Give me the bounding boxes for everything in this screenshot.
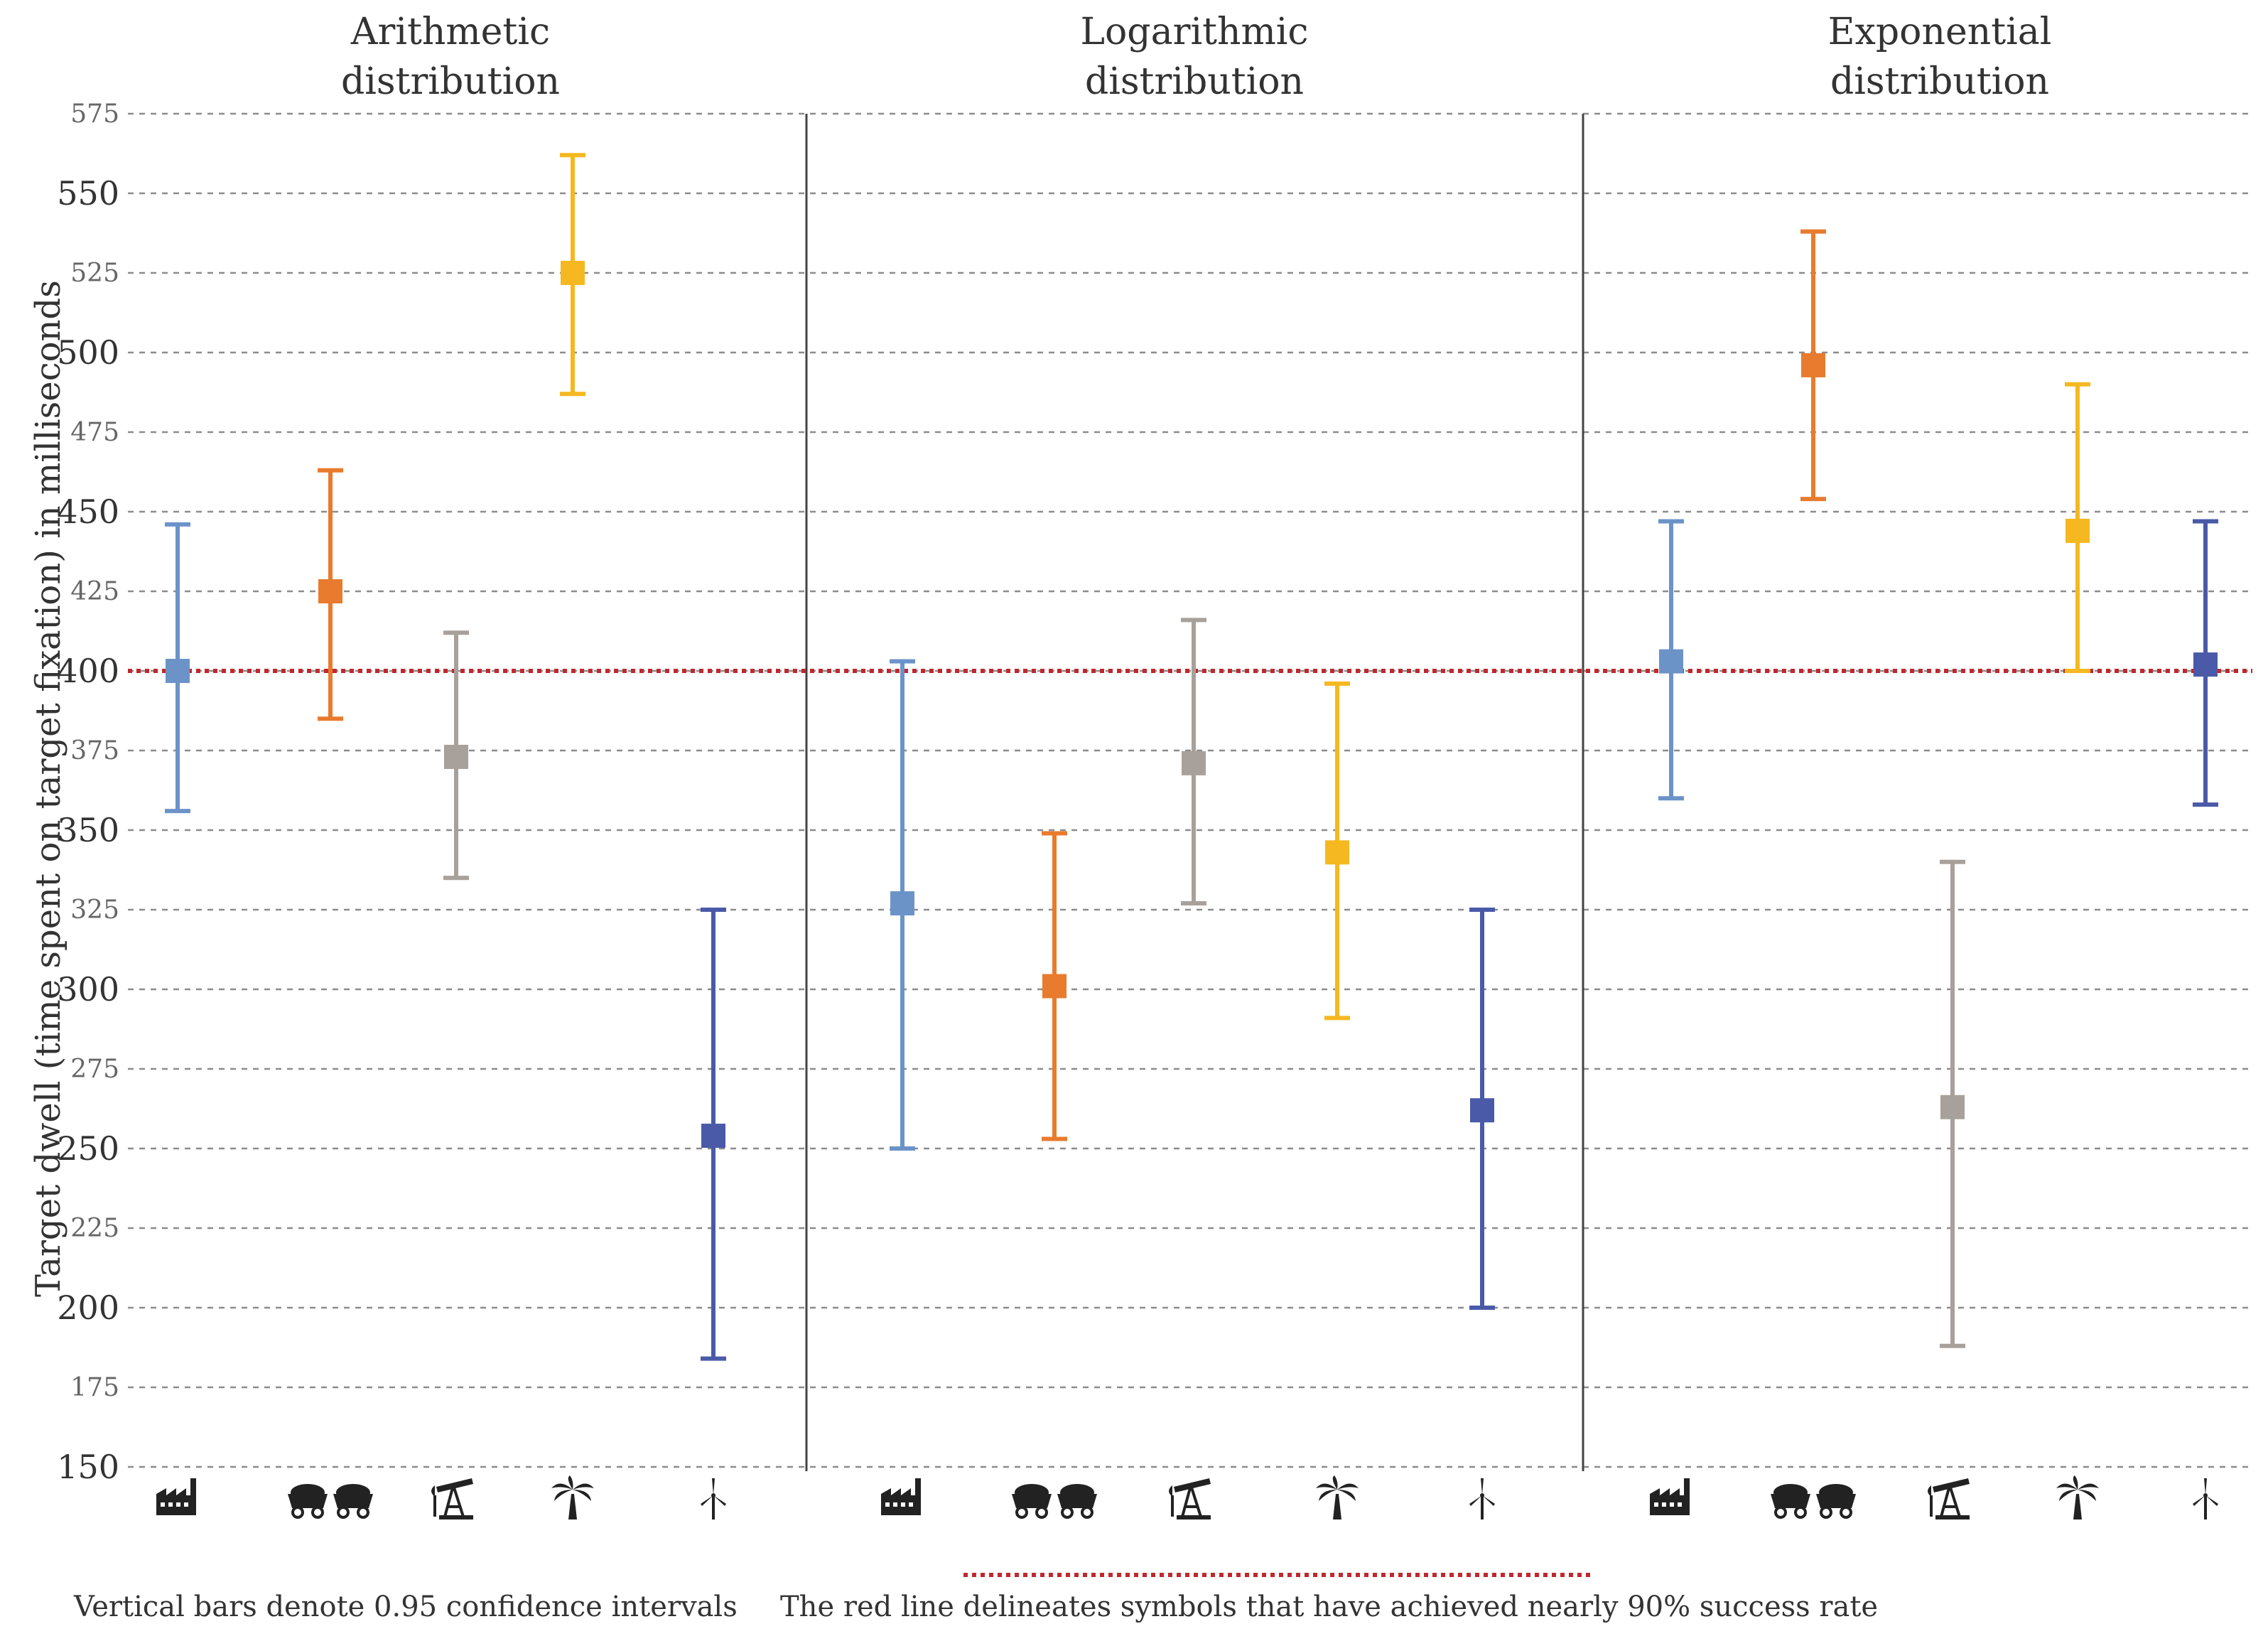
panel-title-arithmetic: Arithmetic distribution [202,7,699,107]
wind-turbine-icon [2193,1478,2218,1519]
mean-marker [166,659,190,683]
ci-footnote: Vertical bars denote 0.95 confidence int… [74,1591,738,1623]
mean-marker [1801,353,1825,377]
y-tick-label: 225 [70,1214,119,1243]
factory-icon [156,1478,196,1515]
y-tick-label: 375 [70,736,119,765]
y-axis-label: Target dwell (time spent on target fixat… [28,280,68,1297]
y-tick-label: 500 [57,333,119,372]
mean-marker [890,891,914,916]
error-bar-wind-turbine [2193,519,2218,807]
mean-marker [1182,751,1206,775]
error-bar-factory [165,522,190,814]
y-tick-label: 350 [57,811,119,849]
error-bar-coal-carts [318,468,343,721]
panel-title-line-2: distribution [340,60,561,103]
palm-tree-icon [551,1475,594,1519]
y-tick-label: 150 [57,1448,119,1486]
y-tick-label: 525 [70,259,119,288]
factory-icon [881,1478,921,1515]
palm-tree-icon [1316,1475,1359,1519]
y-tick-label: 300 [57,970,119,1008]
wind-turbine-icon [701,1478,726,1519]
panel-title-line-1: Logarithmic [1080,11,1309,53]
panel-title-line-2: distribution [1830,60,2050,103]
panel-title-line-1: Exponential [1827,11,2052,53]
mean-marker [1325,840,1349,865]
mean-marker [1940,1094,1965,1119]
y-tick-label: 425 [70,577,119,606]
palm-tree-icon [2056,1475,2099,1519]
mean-marker [2066,518,2090,543]
factory-icon [1650,1478,1690,1515]
panel-title-logarithmic: Logarithmic distribution [946,7,1443,107]
coal-carts-icon [288,1484,373,1519]
red-line-footnote: The red line delineates symbols that hav… [780,1591,1879,1623]
oil-pump-icon [1169,1478,1211,1519]
mean-marker [318,579,342,603]
mean-marker [1042,974,1066,999]
error-bar-palm-tree [1324,681,1350,1021]
coal-carts-icon [1771,1484,1856,1519]
mean-marker [561,261,585,285]
error-bar-oil-pump [1940,859,1965,1348]
oil-pump-icon [431,1478,473,1519]
error-bar-factory [890,659,915,1151]
mean-marker [2193,652,2218,677]
error-bar-coal-carts [1800,229,1826,502]
coal-carts-icon [1012,1484,1097,1519]
error-bar-wind-turbine [701,908,726,1361]
y-tick-label: 575 [70,99,119,129]
y-tick-label: 450 [57,493,119,531]
y-tick-label: 275 [70,1055,119,1084]
error-bar-palm-tree [2065,382,2090,673]
mean-marker [444,744,468,769]
panel-title-exponential: Exponential distribution [1691,7,2188,107]
y-tick-label: 175 [70,1373,119,1402]
error-bar-oil-pump [1181,618,1206,906]
panel-title-line-1: Arithmetic [350,11,551,53]
panel-title-line-2: distribution [1084,60,1305,103]
error-bar-wind-turbine [1469,908,1495,1310]
y-tick-label: 200 [57,1289,119,1327]
y-tick-label: 400 [57,652,119,690]
mean-marker [1470,1098,1494,1123]
y-tick-label: 550 [57,174,119,213]
y-tick-label: 250 [57,1129,119,1168]
mean-marker [701,1124,725,1149]
y-tick-label: 475 [70,418,119,447]
error-bar-oil-pump [443,630,469,881]
error-bar-palm-tree [560,153,585,397]
wind-turbine-icon [1469,1478,1495,1519]
oil-pump-icon [1928,1478,1970,1519]
error-bar-factory [1658,519,1684,801]
y-tick-label: 325 [70,895,119,925]
mean-marker [1659,649,1683,674]
error-bar-coal-carts [1042,831,1067,1141]
